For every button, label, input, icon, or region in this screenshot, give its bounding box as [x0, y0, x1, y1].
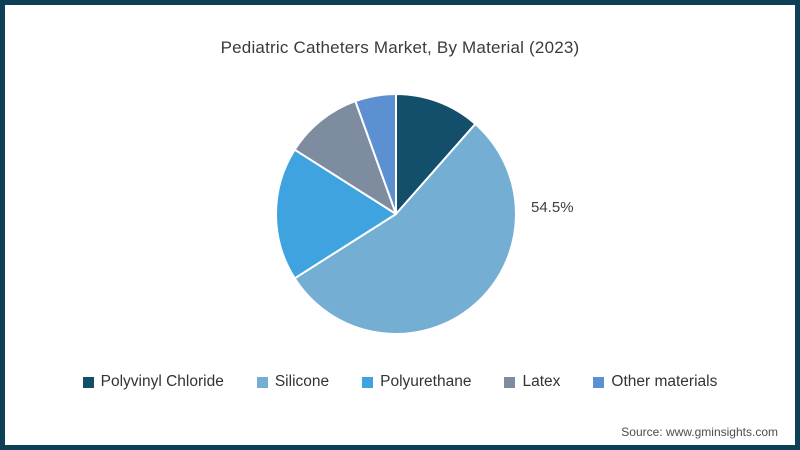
legend-swatch-icon [504, 376, 516, 388]
legend: Polyvinyl Chloride Silicone Polyurethane La… [5, 373, 795, 391]
chart-title: Pediatric Catheters Market, By Material … [220, 38, 580, 57]
legend-label: Silicone [274, 373, 330, 390]
legend-item-polyurethane: Polyurethane [362, 373, 471, 391]
pie-slice-other-materials [354, 93, 397, 215]
legend-swatch-icon [362, 376, 374, 388]
legend-item-latex: Latex [504, 373, 560, 391]
legend-item-silicone: Silicone [256, 373, 330, 391]
legend-label: Other materials [611, 373, 718, 390]
pie-slice-silicone [293, 122, 517, 335]
legend-label: Polyurethane [380, 373, 472, 390]
legend-item-other-materials: Other materials [593, 373, 717, 391]
pie-slice-latex [293, 100, 397, 215]
legend-swatch-icon [256, 376, 268, 388]
pie-slice-polyurethane [275, 148, 397, 280]
source-text: Source: www.gminsights.com [621, 425, 778, 439]
pie-chart [275, 93, 517, 335]
legend-item-polyvinyl-chloride: Polyvinyl Chloride [82, 373, 224, 391]
pie-slice-polyvinyl-chloride [395, 93, 477, 215]
data-label-silicone: 54.5% [531, 199, 574, 216]
legend-swatch-icon [82, 376, 94, 388]
legend-swatch-icon [593, 376, 605, 388]
legend-label: Polyvinyl Chloride [100, 373, 224, 390]
legend-label: Latex [522, 373, 561, 390]
